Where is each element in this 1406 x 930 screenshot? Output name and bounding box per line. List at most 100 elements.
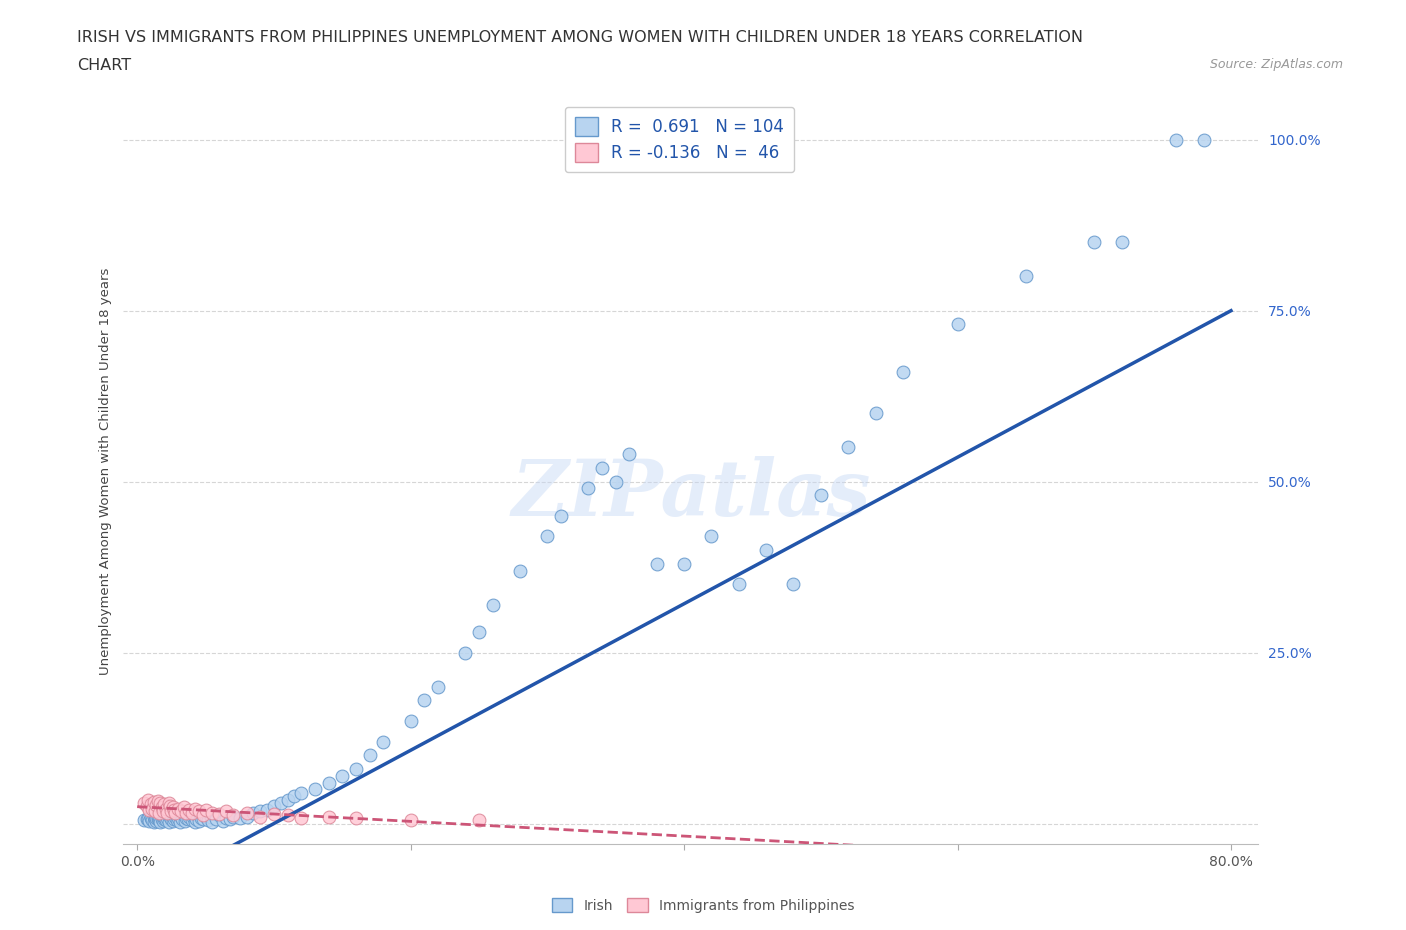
Point [1083, 235, 1105, 250]
Point [139, 809, 162, 824]
Point [359, 748, 381, 763]
Point [138, 803, 160, 817]
Point [263, 799, 285, 814]
Point [222, 808, 245, 823]
Point [215, 811, 238, 826]
Point [180, 813, 202, 828]
Point [270, 795, 292, 810]
Point [153, 809, 176, 824]
Point [1111, 235, 1133, 250]
Point [166, 813, 188, 828]
Point [135, 799, 157, 814]
Point [509, 563, 531, 578]
Point [201, 814, 224, 829]
Point [283, 789, 305, 804]
Point [810, 488, 832, 503]
Point [468, 625, 491, 640]
Point [468, 813, 491, 828]
Point [142, 814, 165, 829]
Point [591, 460, 613, 475]
Point [201, 805, 224, 820]
Point [426, 679, 449, 694]
Point [215, 804, 238, 818]
Point [277, 792, 299, 807]
Point [165, 809, 187, 824]
Point [148, 806, 170, 821]
Point [159, 810, 181, 825]
Point [454, 645, 477, 660]
Text: IRISH VS IMMIGRANTS FROM PHILIPPINES UNEMPLOYMENT AMONG WOMEN WITH CHILDREN UNDE: IRISH VS IMMIGRANTS FROM PHILIPPINES UNE… [77, 30, 1084, 45]
Point [187, 814, 209, 829]
Point [187, 804, 209, 818]
Point [290, 811, 312, 826]
Point [156, 811, 179, 826]
Point [139, 811, 162, 826]
Point [318, 775, 340, 790]
Point [167, 811, 190, 826]
Point [135, 811, 157, 826]
Point [145, 811, 167, 826]
Legend: R =  0.691   N = 104, R = -0.136   N =  46: R = 0.691 N = 104, R = -0.136 N = 46 [565, 107, 794, 172]
Point [205, 811, 228, 826]
Point [263, 806, 285, 821]
Point [200, 810, 222, 825]
Point [138, 814, 160, 829]
Point [344, 762, 367, 777]
Point [344, 811, 367, 826]
Point [576, 481, 599, 496]
Point [170, 804, 193, 818]
Text: ZIPatlas: ZIPatlas [512, 456, 870, 532]
Point [755, 542, 778, 557]
Point [673, 556, 696, 571]
Point [176, 805, 198, 820]
Point [142, 810, 165, 825]
Point [145, 798, 167, 813]
Point [160, 811, 183, 826]
Point [132, 813, 155, 828]
Point [174, 814, 197, 829]
Point [194, 809, 217, 824]
Point [163, 803, 186, 817]
Point [290, 785, 312, 800]
Point [1192, 132, 1215, 147]
Text: Source: ZipAtlas.com: Source: ZipAtlas.com [1209, 58, 1343, 71]
Point [304, 782, 326, 797]
Point [235, 805, 257, 820]
Point [156, 805, 179, 820]
Point [222, 809, 245, 824]
Point [194, 803, 217, 817]
Point [235, 809, 257, 824]
Point [181, 810, 204, 825]
Point [197, 813, 219, 828]
Point [242, 806, 264, 821]
Point [157, 795, 180, 810]
Point [157, 814, 180, 829]
Point [149, 814, 172, 829]
Point [219, 812, 242, 827]
Point [150, 800, 173, 815]
Point [143, 808, 166, 823]
Point [645, 556, 668, 571]
Point [150, 808, 173, 823]
Point [228, 811, 250, 826]
Point [155, 801, 177, 816]
Point [139, 797, 162, 812]
Point [155, 813, 177, 828]
Point [146, 793, 169, 808]
Point [149, 795, 172, 810]
Point [1166, 132, 1188, 147]
Point [177, 803, 200, 817]
Point [183, 814, 205, 829]
Point [865, 405, 887, 420]
Point [183, 801, 205, 816]
Point [162, 814, 184, 829]
Point [170, 810, 193, 825]
Point [173, 800, 195, 815]
Point [277, 808, 299, 823]
Point [172, 811, 194, 826]
Point [160, 808, 183, 823]
Point [536, 529, 558, 544]
Point [1015, 269, 1038, 284]
Point [153, 797, 176, 812]
Point [145, 814, 167, 829]
